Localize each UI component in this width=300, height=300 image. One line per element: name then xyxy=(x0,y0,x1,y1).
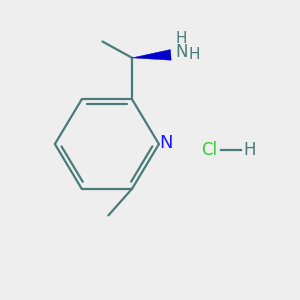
Text: H: H xyxy=(243,141,256,159)
Text: H: H xyxy=(176,31,187,46)
Text: N: N xyxy=(160,134,173,152)
Polygon shape xyxy=(132,50,171,60)
Text: Cl: Cl xyxy=(201,141,218,159)
Text: H: H xyxy=(189,47,200,62)
Text: N: N xyxy=(175,43,188,61)
